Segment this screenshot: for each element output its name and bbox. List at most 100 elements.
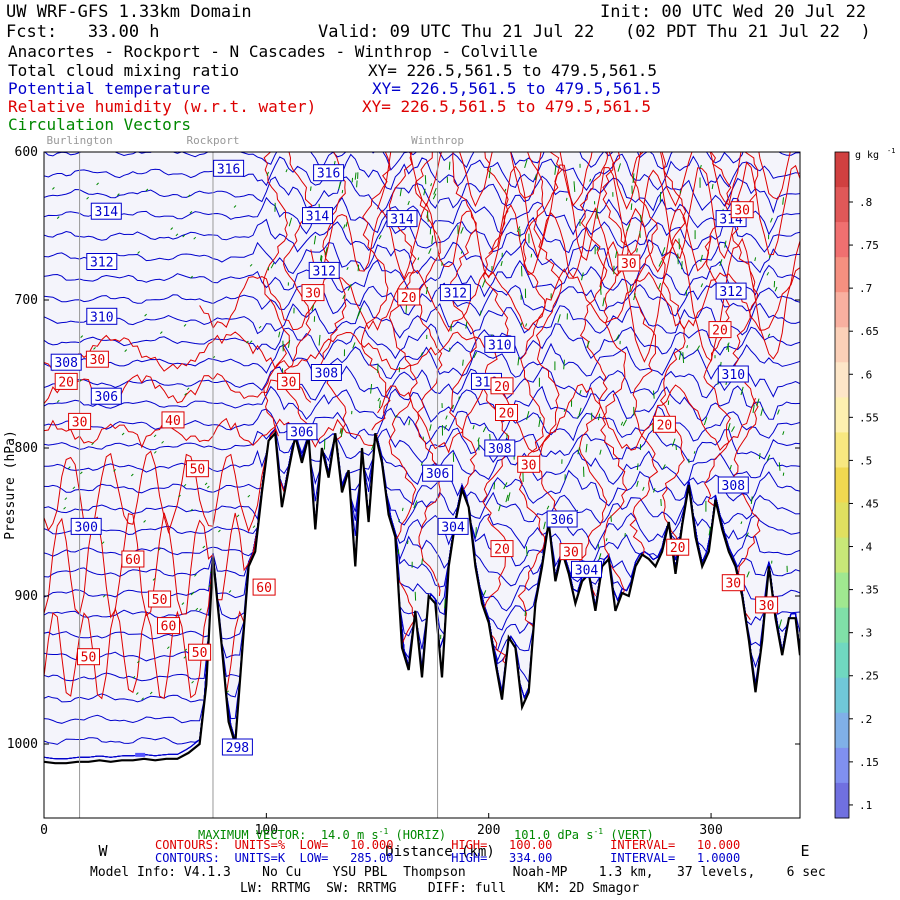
circulation-vector xyxy=(579,389,582,395)
colorbar-segment xyxy=(835,607,849,644)
theta-contour-label-box xyxy=(90,202,122,220)
circulation-vector xyxy=(778,462,781,471)
circulation-vector xyxy=(444,424,447,430)
circulation-vector xyxy=(731,426,735,433)
rh-contour-label: 40 xyxy=(165,414,181,429)
circulation-vector xyxy=(377,397,381,402)
circulation-vector xyxy=(318,334,321,346)
circulation-vector xyxy=(622,419,628,427)
circulation-vector xyxy=(617,163,621,172)
circulation-vector xyxy=(520,322,523,327)
y-tick-label: 700 xyxy=(15,293,38,308)
theta-contour-label: 312 xyxy=(90,256,113,271)
field-circulation-vectors: Circulation Vectors xyxy=(8,115,192,134)
circulation-vector xyxy=(52,187,55,190)
circulation-vector xyxy=(96,182,99,186)
rh-isoline xyxy=(262,152,290,437)
rh-isoline xyxy=(44,417,378,449)
theta-isoline xyxy=(44,342,800,382)
max-vector-label: MAXIMUM VECTOR: xyxy=(198,828,307,842)
circulation-vector xyxy=(356,180,358,188)
circulation-vector xyxy=(249,263,253,267)
circulation-vector xyxy=(346,267,349,270)
circulation-vector xyxy=(629,285,632,292)
max-vector-horiz: 14.0 m s xyxy=(320,828,379,842)
x-tick-label: 300 xyxy=(699,823,722,838)
theta-contour-label-box xyxy=(86,253,118,270)
theta-contour-label-box xyxy=(717,476,749,494)
circulation-vector xyxy=(530,253,533,258)
theta-contour-label-box xyxy=(437,517,469,535)
circulation-vector xyxy=(124,349,128,352)
circulation-vector xyxy=(782,472,785,476)
circulation-vector xyxy=(357,307,362,317)
circulation-vector xyxy=(270,262,275,269)
circulation-vector xyxy=(632,173,635,184)
rh-contour-label: 60 xyxy=(125,553,141,568)
circulation-vector xyxy=(563,409,566,412)
rh-contour-label-box xyxy=(397,288,421,306)
theta-contour-label-box xyxy=(546,510,578,528)
colorbar-label: .5 xyxy=(859,454,872,467)
theta-contour-label-box xyxy=(717,365,749,383)
theta-isoline xyxy=(44,153,800,191)
circulation-vector xyxy=(488,167,491,179)
rh-isoline xyxy=(599,237,800,363)
theta-contour-label: 314 xyxy=(95,205,119,220)
circulation-vector xyxy=(428,248,432,255)
theta-isoline xyxy=(44,299,800,339)
circulation-vector xyxy=(345,221,348,227)
model-info: Model Info: V4.1.3 No Cu YSU PBL Thompso… xyxy=(90,865,826,880)
rh-contour-label: 60 xyxy=(256,581,272,596)
colorbar-segment xyxy=(835,747,849,784)
colorbar-units-exponent: -1 xyxy=(887,147,895,155)
theta-contour-label-box xyxy=(308,261,340,279)
circulation-vector xyxy=(766,272,770,276)
circulation-vector xyxy=(178,494,181,498)
rh-contour-label-box xyxy=(188,643,212,661)
circulation-vector xyxy=(398,519,401,522)
theta-isoline xyxy=(44,196,800,236)
circulation-vector xyxy=(557,314,561,323)
colorbar-label: .2 xyxy=(859,713,872,726)
rh-contour-label: 30 xyxy=(563,546,579,561)
circulation-vector xyxy=(729,464,732,471)
circulation-vector xyxy=(278,331,281,338)
rh-isoline xyxy=(44,331,489,372)
circulation-vector xyxy=(430,183,433,187)
rh-contour-label: 20 xyxy=(58,375,74,390)
circulation-vector xyxy=(420,352,424,357)
circulation-vector xyxy=(394,414,398,419)
colorbar-segment xyxy=(835,222,849,258)
circulation-vector xyxy=(208,584,212,588)
circulation-vector xyxy=(183,655,187,659)
circulation-vector xyxy=(585,443,588,453)
rh-isoline xyxy=(44,454,267,700)
rh-isoline xyxy=(199,267,800,333)
circulation-vector xyxy=(408,419,411,426)
circulation-vector xyxy=(191,680,194,684)
theta-contour-label-box xyxy=(221,738,253,756)
circulation-vector xyxy=(144,313,147,317)
circulation-vector xyxy=(633,293,636,301)
circulation-vector xyxy=(132,675,136,679)
circulation-vector xyxy=(170,227,174,230)
theta-isoline xyxy=(44,238,800,277)
circulation-vector xyxy=(746,532,749,538)
colorbar-label: .3 xyxy=(859,627,872,640)
circulation-vector xyxy=(448,161,451,170)
plot-frame xyxy=(43,151,801,819)
town-label-rockport: Rockport xyxy=(186,134,239,147)
circulation-vector xyxy=(746,571,750,578)
theta-contour-label-box xyxy=(715,282,747,300)
circulation-vector xyxy=(626,223,631,231)
circulation-vector xyxy=(149,691,153,695)
cross-section-route: Anacortes - Rockport - N Cascades - Wint… xyxy=(8,42,538,61)
circulation-vector xyxy=(708,526,711,536)
circulation-vector xyxy=(770,217,773,223)
rh-isoline xyxy=(44,372,312,404)
rh-contour-label-box xyxy=(54,372,78,390)
circulation-vector xyxy=(538,417,541,427)
circulation-vector xyxy=(658,260,663,267)
